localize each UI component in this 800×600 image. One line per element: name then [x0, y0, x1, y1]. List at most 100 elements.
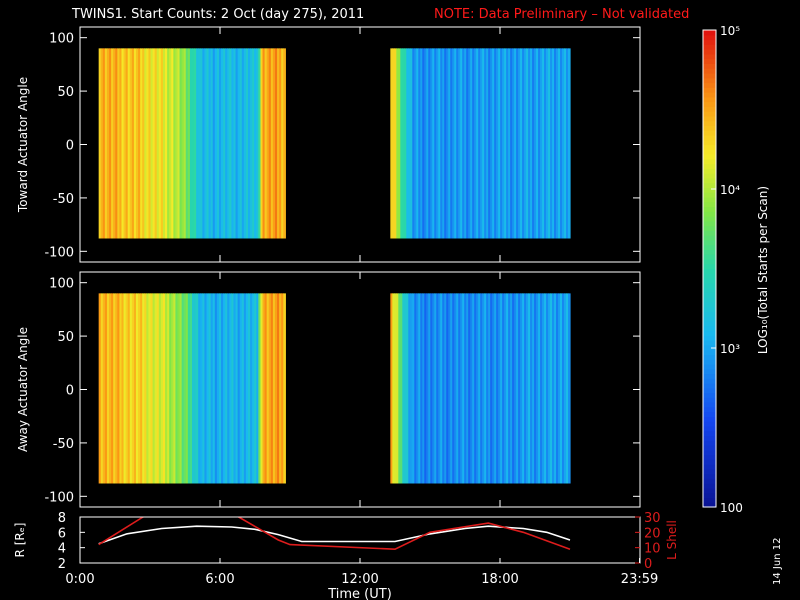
heatmap-column: [250, 293, 253, 484]
heatmap-column: [231, 48, 235, 239]
heatmap-column: [550, 293, 553, 484]
heatmap-column: [568, 48, 571, 239]
heatmap-column: [274, 293, 278, 484]
heatmap-column: [416, 48, 419, 239]
colorbar-band: [703, 235, 716, 241]
colorbar-band: [703, 263, 716, 270]
heatmap-column: [482, 293, 485, 484]
heatmap-column: [508, 48, 511, 239]
heatmap-column: [210, 293, 214, 484]
heatmap-column: [390, 48, 393, 239]
heatmap-column: [119, 48, 123, 239]
heatmap-column: [498, 48, 501, 239]
colorbar-band: [703, 440, 716, 446]
heatmap-column: [484, 48, 487, 239]
heatmap-column: [562, 48, 565, 239]
heatmap-column: [552, 48, 555, 239]
heatmap-column: [204, 48, 208, 239]
heatmap-column: [136, 293, 139, 484]
heatmap-column: [520, 48, 523, 239]
heatmap-column: [106, 48, 110, 239]
heatmap-column: [229, 293, 233, 484]
heatmap-column: [560, 48, 563, 239]
heatmap-column: [158, 293, 162, 484]
heatmap-column: [148, 48, 152, 239]
colorbar-band: [703, 435, 716, 441]
y-tick-label: 50: [57, 330, 74, 345]
heatmap-column: [200, 48, 203, 239]
colorbar-band: [703, 168, 716, 174]
heatmap-column: [478, 48, 481, 239]
colorbar-band: [703, 158, 716, 165]
heatmap-column: [121, 293, 125, 484]
heatmap-column: [472, 48, 475, 239]
heatmap-column: [206, 293, 210, 484]
heatmap-column: [480, 48, 483, 239]
colorbar-band: [703, 115, 716, 122]
heatmap-column: [398, 48, 401, 239]
heatmap-column: [185, 293, 189, 484]
heatmap-column: [492, 293, 495, 484]
heatmap-column: [450, 48, 453, 239]
colorbar-band: [703, 134, 716, 141]
heatmap-column: [458, 48, 461, 239]
heatmap-column: [177, 293, 181, 484]
heatmap-column: [237, 48, 241, 239]
heatmap-column: [117, 48, 121, 239]
heatmap-column: [237, 293, 241, 484]
heatmap-column: [420, 293, 423, 484]
heatmap-column: [264, 48, 268, 239]
heatmap-column: [488, 293, 491, 484]
colorbar-band: [703, 44, 716, 50]
heatmap-column: [187, 48, 191, 239]
data-block: [390, 48, 571, 239]
heatmap-column: [250, 48, 253, 239]
heatmap-column: [526, 293, 529, 484]
colorbar-band: [703, 68, 716, 74]
colorbar-band: [703, 225, 716, 231]
heatmap-column: [442, 293, 445, 484]
colorbar-tick-label: 10⁴: [720, 183, 740, 197]
heatmap-column: [414, 293, 417, 484]
heatmap-column: [113, 48, 116, 239]
heatmap-column: [556, 48, 559, 239]
heatmap-column: [544, 48, 547, 239]
heatmap-column: [424, 293, 427, 484]
heatmap-column: [416, 293, 419, 484]
heatmap-column: [125, 293, 129, 484]
heatmap-column: [476, 293, 479, 484]
heatmap-column: [402, 293, 405, 484]
heatmap-column: [279, 293, 282, 484]
colorbar: 10⁵ 10⁴ 10³ 100 LOG₁₀(Total Starts per Scan): [702, 24, 770, 515]
heatmap-column: [528, 48, 531, 239]
heatmap-column: [173, 48, 177, 239]
y-tick-label: -50: [53, 437, 74, 452]
colorbar-band: [703, 325, 716, 332]
heatmap-column: [169, 293, 172, 484]
heatmap-column: [506, 48, 509, 239]
heatmap-column: [142, 293, 145, 484]
y-axis-label: R [Rₑ]: [13, 523, 27, 558]
colorbar-band: [703, 239, 716, 246]
heatmap-column: [566, 48, 569, 239]
heatmap-column: [544, 293, 547, 484]
heatmap-column: [100, 48, 104, 239]
heatmap-column: [440, 293, 443, 484]
colorbar-band: [703, 77, 716, 84]
heatmap-column: [194, 293, 197, 484]
heatmap-column: [165, 48, 168, 239]
heatmap-column: [233, 48, 237, 239]
heatmap-column: [198, 293, 201, 484]
colorbar-band: [703, 49, 716, 55]
colorbar-band: [703, 468, 716, 475]
heatmap-column: [456, 293, 459, 484]
heatmap-column: [214, 293, 218, 484]
heatmap-column: [462, 48, 465, 239]
heatmap-column: [496, 293, 499, 484]
colorbar-band: [703, 149, 716, 155]
heatmap-column: [446, 48, 449, 239]
heatmap-column: [214, 48, 218, 239]
heatmap-column: [472, 293, 475, 484]
heatmap-column: [490, 48, 493, 239]
